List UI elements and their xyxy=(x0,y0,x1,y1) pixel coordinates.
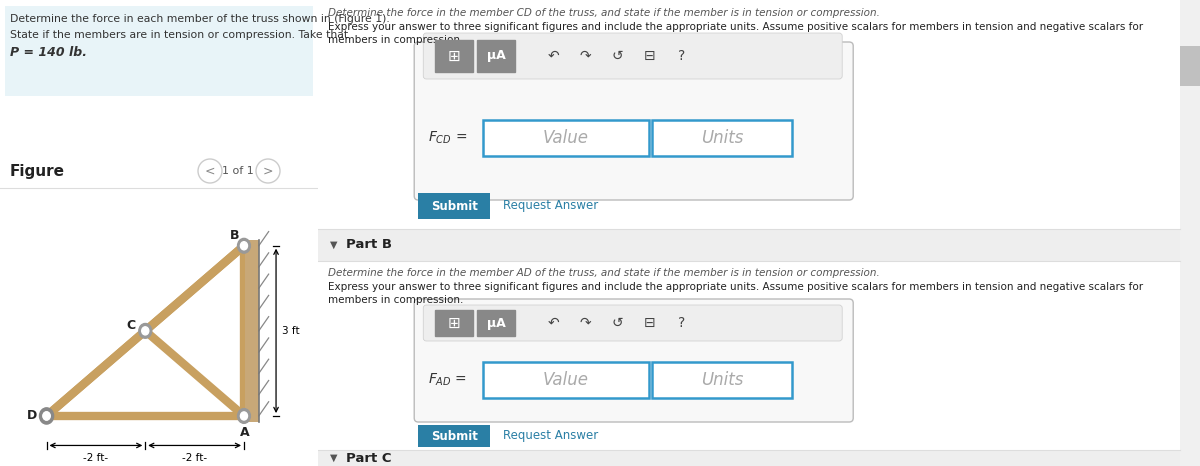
FancyBboxPatch shape xyxy=(0,98,318,466)
Circle shape xyxy=(256,159,280,183)
FancyBboxPatch shape xyxy=(484,362,649,398)
Text: 1 of 1: 1 of 1 xyxy=(222,166,254,176)
Text: Determine the force in the member CD of the truss, and state if the member is in: Determine the force in the member CD of … xyxy=(328,8,880,18)
Circle shape xyxy=(238,239,251,253)
FancyBboxPatch shape xyxy=(419,425,491,447)
Text: Part B: Part B xyxy=(346,239,392,252)
Text: Request Answer: Request Answer xyxy=(504,430,599,443)
Text: ⊟: ⊟ xyxy=(644,49,655,63)
Text: ▼: ▼ xyxy=(330,240,337,250)
Text: Determine the force in the member AD of the truss, and state if the member is in: Determine the force in the member AD of … xyxy=(328,268,880,278)
FancyBboxPatch shape xyxy=(436,310,473,336)
Circle shape xyxy=(240,242,247,250)
Bar xyxy=(1180,0,1200,466)
Circle shape xyxy=(240,412,247,420)
Text: Express your answer to three significant figures and include the appropriate uni: Express your answer to three significant… xyxy=(328,22,1144,32)
Text: Part C: Part C xyxy=(346,452,391,465)
Text: ↺: ↺ xyxy=(612,49,624,63)
Text: ?: ? xyxy=(678,316,685,330)
Text: Determine the force in each member of the truss shown in (Figure 1).: Determine the force in each member of th… xyxy=(10,14,390,24)
Circle shape xyxy=(43,412,50,420)
Bar xyxy=(318,229,1180,261)
Text: Value: Value xyxy=(542,129,588,147)
Text: -2 ft-: -2 ft- xyxy=(182,453,208,463)
Text: Units: Units xyxy=(701,129,743,147)
Text: ↶: ↶ xyxy=(547,316,559,330)
Text: ↶: ↶ xyxy=(547,49,559,63)
Circle shape xyxy=(40,408,54,424)
Text: Units: Units xyxy=(701,371,743,389)
Text: <: < xyxy=(205,164,215,178)
FancyBboxPatch shape xyxy=(436,40,473,72)
FancyBboxPatch shape xyxy=(419,193,491,219)
FancyBboxPatch shape xyxy=(5,6,313,96)
Text: ↷: ↷ xyxy=(580,49,592,63)
Text: C: C xyxy=(126,319,136,332)
Circle shape xyxy=(40,409,53,423)
Bar xyxy=(245,240,259,422)
Text: Express your answer to three significant figures and include the appropriate uni: Express your answer to three significant… xyxy=(328,282,1144,292)
Text: $F_{AD}$ =: $F_{AD}$ = xyxy=(428,372,467,388)
Text: >: > xyxy=(263,164,274,178)
Text: ▼: ▼ xyxy=(330,453,337,463)
Text: D: D xyxy=(26,409,37,422)
Text: Request Answer: Request Answer xyxy=(504,199,599,212)
Text: Submit: Submit xyxy=(431,199,478,212)
Text: ⊞: ⊞ xyxy=(448,315,461,330)
Text: A: A xyxy=(240,426,250,439)
Text: -2 ft-: -2 ft- xyxy=(83,453,108,463)
Text: P = 140 lb.: P = 140 lb. xyxy=(10,46,88,59)
FancyBboxPatch shape xyxy=(478,310,516,336)
Text: μA: μA xyxy=(487,316,505,329)
Circle shape xyxy=(238,409,251,423)
Text: ↺: ↺ xyxy=(612,316,624,330)
Text: ⊞: ⊞ xyxy=(448,48,461,63)
Circle shape xyxy=(43,412,50,420)
FancyBboxPatch shape xyxy=(414,42,853,200)
Text: B: B xyxy=(230,229,240,242)
FancyBboxPatch shape xyxy=(424,305,842,341)
Text: ⊟: ⊟ xyxy=(644,316,655,330)
Text: Figure: Figure xyxy=(10,164,65,179)
Circle shape xyxy=(142,327,149,335)
Text: members in compression.: members in compression. xyxy=(328,295,463,305)
FancyBboxPatch shape xyxy=(478,40,516,72)
FancyBboxPatch shape xyxy=(484,120,649,156)
Bar xyxy=(318,450,1180,466)
Text: ?: ? xyxy=(678,49,685,63)
Text: members in compression.: members in compression. xyxy=(328,35,463,45)
Text: μA: μA xyxy=(487,49,505,62)
Text: $F_{CD}$ =: $F_{CD}$ = xyxy=(428,130,468,146)
Text: ↷: ↷ xyxy=(580,316,592,330)
FancyBboxPatch shape xyxy=(424,33,842,79)
Circle shape xyxy=(198,159,222,183)
Text: Submit: Submit xyxy=(431,430,478,443)
Text: State if the members are in tension or compression. Take that: State if the members are in tension or c… xyxy=(10,30,348,40)
FancyBboxPatch shape xyxy=(414,299,853,422)
FancyBboxPatch shape xyxy=(652,120,792,156)
FancyBboxPatch shape xyxy=(652,362,792,398)
Bar xyxy=(1180,46,1200,86)
Text: Value: Value xyxy=(542,371,588,389)
Circle shape xyxy=(139,323,151,338)
Text: 3 ft: 3 ft xyxy=(282,326,300,336)
